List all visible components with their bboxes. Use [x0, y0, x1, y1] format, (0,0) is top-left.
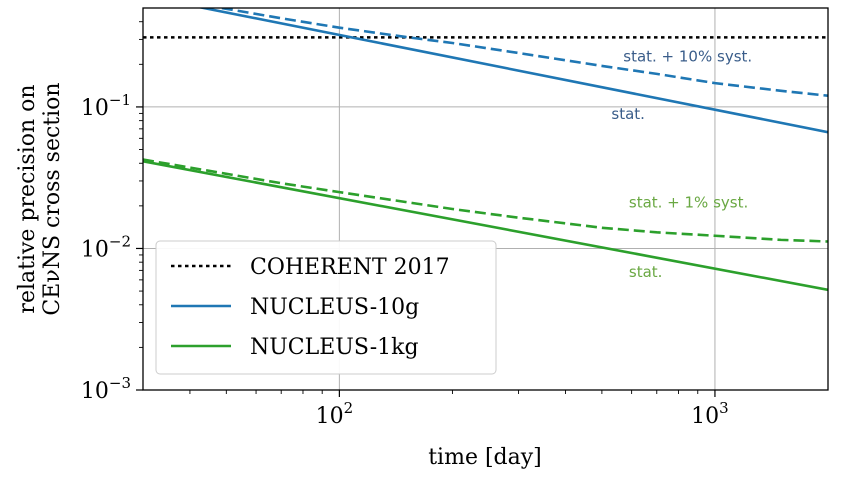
annotation-label: stat.	[629, 263, 663, 281]
annotation-label: stat. + 1% syst.	[629, 193, 748, 211]
x-tick-label: 102	[316, 399, 354, 429]
annotation-label: stat. + 10% syst.	[623, 47, 752, 65]
y-tick-label: 10−1	[81, 91, 131, 121]
legend-label: NUCLEUS-10g	[250, 295, 419, 320]
series-group	[143, 8, 828, 292]
series-line-nucleus-10g-stat-10-syst	[213, 8, 828, 98]
legend-label: NUCLEUS-1kg	[250, 335, 419, 360]
y-axis-label-line-2: CEνNS cross section	[40, 82, 65, 315]
y-tick-label: 10−2	[81, 232, 131, 262]
y-tick-label: 10−3	[81, 374, 131, 404]
x-tick-label: 103	[691, 399, 729, 429]
y-axis-label-line-1: relative precision on	[15, 84, 40, 313]
series-line-nucleus-1kg-stat-1-syst	[143, 158, 828, 243]
legend-box	[155, 240, 497, 375]
legend: COHERENT 2017 NUCLEUS-10g NUCLEUS-1kg	[155, 240, 497, 375]
annotation-label: stat.	[611, 105, 645, 123]
annotation-group: stat. + 10% syst. stat. stat. + 1% syst. st…	[611, 47, 752, 281]
series-line-nucleus-1kg	[143, 160, 828, 292]
tick-group: 102 103 10−3 10−2 10−1	[81, 21, 729, 429]
x-axis-label: time [day]	[428, 445, 542, 470]
plot-frame	[142, 7, 829, 391]
series-line-nucleus-10g	[197, 8, 828, 134]
legend-label: COHERENT 2017	[250, 255, 450, 280]
